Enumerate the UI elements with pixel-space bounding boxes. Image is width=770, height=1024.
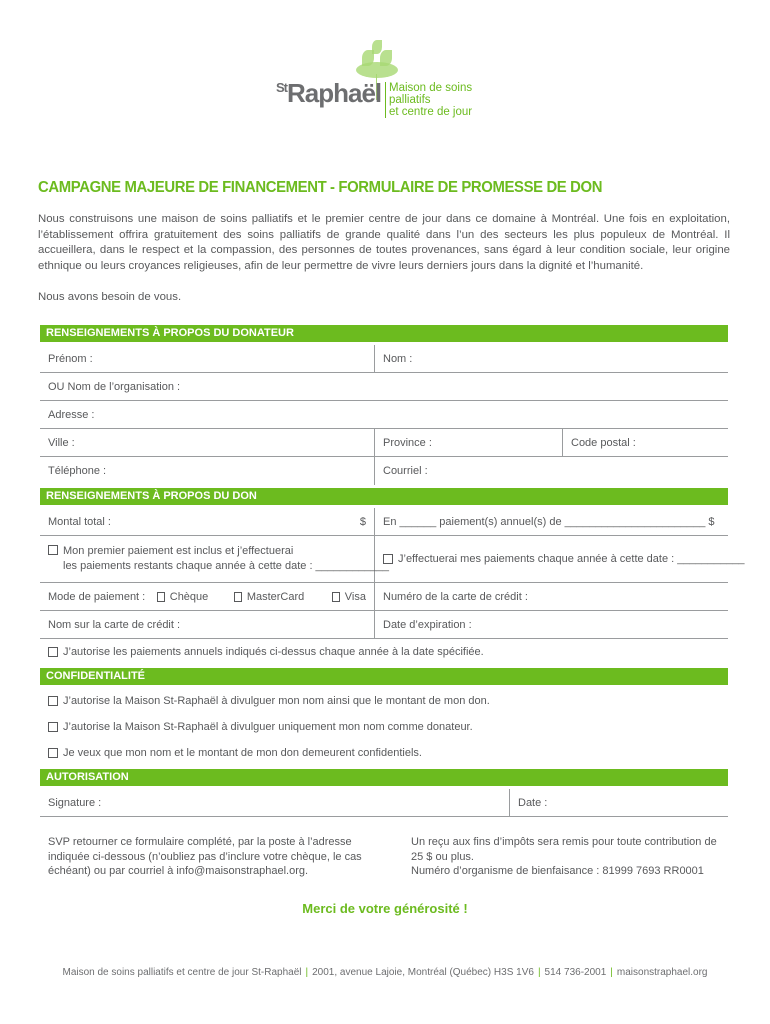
logo-brand: StRaphaël	[276, 78, 382, 108]
section-header-authorization: AUTORISATION	[40, 769, 728, 786]
postal-code-field[interactable]: Code postal :	[571, 436, 636, 449]
dollar-sign: $	[359, 515, 366, 528]
cardholder-name-field[interactable]: Nom sur la carte de crédit :	[40, 611, 375, 638]
stem	[376, 74, 377, 100]
address-field[interactable]: Adresse :	[48, 408, 95, 421]
option-label: J’autorise la Maison St-Raphaël à divulg…	[63, 695, 490, 707]
authorize-payments-option[interactable]: J’autorise les paiements annuels indiqué…	[40, 639, 492, 665]
expiry-date-field[interactable]: Date d’expiration :	[383, 618, 472, 631]
checkbox[interactable]	[48, 722, 58, 732]
charity-number: Numéro d’organisme de bienfaisance : 819…	[411, 865, 704, 877]
province-field[interactable]: Province :	[375, 429, 563, 456]
organisation-field[interactable]: OU Nom de l’organisation :	[48, 380, 181, 393]
pledge-form: RENSEIGNEMENTS À PROPOS DU DONATEUR Prén…	[40, 325, 745, 817]
last-name-field[interactable]: Nom :	[383, 352, 413, 365]
confidentiality-option-2[interactable]: J’autorise la Maison St-Raphaël à divulg…	[40, 714, 481, 740]
annual-payments-field[interactable]: En ______ paiement(s) annuel(s) de _____…	[383, 515, 715, 528]
checkbox[interactable]	[48, 545, 58, 555]
card-number-field[interactable]: Numéro de la carte de crédit :	[383, 590, 528, 603]
checkbox-mastercard[interactable]	[234, 591, 242, 602]
checkbox[interactable]	[48, 748, 58, 758]
footer-address: Maison de soins palliatifs et centre de …	[62, 967, 708, 978]
logo-tagline: Maison de soins palliatifs et centre de j…	[385, 82, 516, 118]
first-name-field[interactable]: Prénom :	[40, 345, 375, 372]
checkbox-visa[interactable]	[332, 591, 340, 602]
receipt-info: Un reçu aux fins d’impôts sera remis pou…	[411, 835, 731, 879]
footer-street: 2001, avenue Lajoie, Montréal (Québec) H…	[312, 967, 534, 978]
signature-field[interactable]: Signature :	[40, 789, 510, 816]
section-header-donation: RENSEIGNEMENTS À PROPOS DU DON	[40, 488, 728, 505]
leaf-icon	[356, 62, 398, 78]
option-label: Je veux que mon nom et le montant de mon…	[63, 747, 422, 759]
option-label: J’autorise la Maison St-Raphaël à divulg…	[63, 721, 473, 733]
checkbox-cheque[interactable]	[157, 591, 165, 602]
footer-website[interactable]: maisonstraphael.org	[616, 967, 708, 978]
payment-method: Mode de paiement : Chèque MasterCard Visa	[40, 583, 375, 610]
checkbox[interactable]	[383, 554, 393, 564]
section-header-confidentiality: CONFIDENTIALITÉ	[40, 668, 728, 685]
cheque-label: Chèque	[169, 590, 209, 603]
intro-text-2: Nous avons besoin de vous.	[38, 291, 182, 303]
mastercard-label: MasterCard	[246, 590, 305, 603]
footer-name: Maison de soins palliatifs et centre de …	[62, 967, 302, 978]
logo: StRaphaël Maison de soins palliatifs et c…	[276, 38, 516, 118]
option-label: Mon premier paiement est inclus et j’eff…	[63, 545, 294, 557]
yearly-payment-option[interactable]: J’effectuerai mes paiements chaque année…	[375, 536, 753, 582]
section-header-donor: RENSEIGNEMENTS À PROPOS DU DONATEUR	[40, 325, 728, 342]
confidentiality-option-1[interactable]: J’autorise la Maison St-Raphaël à divulg…	[40, 688, 498, 714]
confidentiality-option-3[interactable]: Je veux que mon nom et le montant de mon…	[40, 740, 430, 766]
page-title: CAMPAGNE MAJEURE DE FINANCEMENT - FORMUL…	[38, 179, 603, 196]
checkbox[interactable]	[48, 647, 58, 657]
total-amount-field[interactable]: Montal total : $	[40, 508, 375, 535]
phone-field[interactable]: Téléphone :	[40, 457, 375, 485]
checkbox[interactable]	[48, 696, 58, 706]
total-amount-label: Montal total :	[48, 515, 111, 528]
payment-method-label: Mode de paiement :	[48, 590, 146, 603]
option-label: les paiements restants chaque année à ce…	[63, 560, 389, 572]
option-label: J’autorise les paiements annuels indiqué…	[63, 646, 484, 658]
city-field[interactable]: Ville :	[40, 429, 375, 456]
leaf-icon	[372, 40, 382, 54]
email-field[interactable]: Courriel :	[383, 465, 428, 477]
return-instructions: SVP retourner ce formulaire complété, pa…	[48, 836, 362, 877]
thank-you: Merci de votre générosité !	[302, 901, 468, 916]
footer-phone: 514 736-2001	[544, 967, 607, 978]
receipt-text: Un reçu aux fins d’impôts sera remis pou…	[411, 836, 717, 863]
date-field[interactable]: Date :	[518, 796, 548, 809]
intro-text: Nous construisons une maison de soins pa…	[38, 213, 730, 272]
first-payment-option[interactable]: Mon premier paiement est inclus et j’eff…	[40, 536, 389, 582]
visa-label: Visa	[344, 590, 366, 603]
option-label: J’effectuerai mes paiements chaque année…	[398, 553, 745, 565]
